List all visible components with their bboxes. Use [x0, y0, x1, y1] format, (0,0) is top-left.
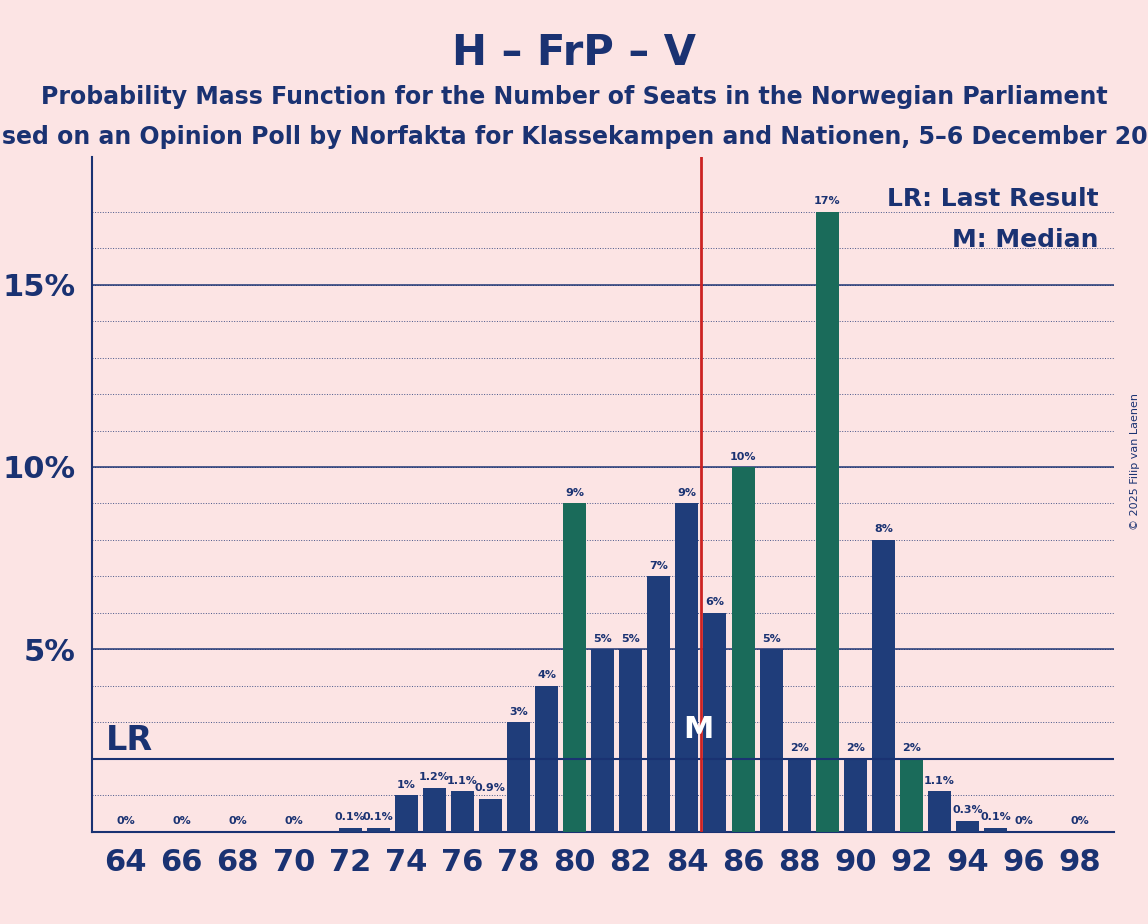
Text: H – FrP – V: H – FrP – V: [452, 32, 696, 74]
Text: 0.9%: 0.9%: [475, 784, 506, 794]
Text: 0%: 0%: [228, 816, 247, 826]
Bar: [339, 828, 362, 832]
Bar: [564, 504, 587, 832]
Bar: [422, 788, 445, 832]
Text: LR: Last Result: LR: Last Result: [886, 188, 1099, 212]
Bar: [731, 467, 754, 832]
Text: M: M: [683, 715, 713, 744]
Text: 1.1%: 1.1%: [924, 776, 955, 786]
Bar: [900, 759, 923, 832]
Bar: [675, 504, 698, 832]
Text: 0.1%: 0.1%: [980, 812, 1011, 822]
Bar: [984, 828, 1007, 832]
Text: 9%: 9%: [565, 488, 584, 498]
Bar: [591, 650, 614, 832]
Bar: [619, 650, 642, 832]
Bar: [647, 577, 670, 832]
Text: 0.3%: 0.3%: [953, 805, 983, 815]
Text: 5%: 5%: [621, 634, 641, 644]
Bar: [451, 792, 474, 832]
Text: 1%: 1%: [397, 780, 416, 790]
Text: 17%: 17%: [814, 196, 840, 206]
Text: Based on an Opinion Poll by Norfakta for Klassekampen and Nationen, 5–6 December: Based on an Opinion Poll by Norfakta for…: [0, 125, 1148, 149]
Bar: [928, 792, 951, 832]
Text: M: Median: M: Median: [952, 228, 1099, 252]
Text: 2%: 2%: [790, 743, 808, 753]
Bar: [535, 686, 558, 832]
Text: 3%: 3%: [509, 707, 528, 717]
Bar: [871, 540, 895, 832]
Text: 0%: 0%: [1015, 816, 1033, 826]
Text: Probability Mass Function for the Number of Seats in the Norwegian Parliament: Probability Mass Function for the Number…: [40, 85, 1108, 109]
Text: 9%: 9%: [677, 488, 697, 498]
Text: 0.1%: 0.1%: [335, 812, 365, 822]
Text: 8%: 8%: [874, 525, 893, 534]
Text: 1.1%: 1.1%: [447, 776, 478, 786]
Text: 10%: 10%: [730, 452, 757, 461]
Text: 0.1%: 0.1%: [363, 812, 394, 822]
Text: 0%: 0%: [1070, 816, 1089, 826]
Bar: [956, 821, 979, 832]
Text: 5%: 5%: [762, 634, 781, 644]
Bar: [816, 212, 839, 832]
Bar: [760, 650, 783, 832]
Bar: [788, 759, 810, 832]
Bar: [395, 796, 418, 832]
Bar: [366, 828, 389, 832]
Text: 1.2%: 1.2%: [419, 772, 450, 783]
Text: 0%: 0%: [285, 816, 303, 826]
Text: 5%: 5%: [594, 634, 612, 644]
Text: 2%: 2%: [902, 743, 921, 753]
Text: 0%: 0%: [172, 816, 191, 826]
Bar: [507, 723, 530, 832]
Text: LR: LR: [106, 723, 153, 757]
Text: 2%: 2%: [846, 743, 864, 753]
Text: 4%: 4%: [537, 670, 556, 680]
Text: 6%: 6%: [706, 598, 724, 607]
Text: 7%: 7%: [650, 561, 668, 571]
Bar: [479, 798, 502, 832]
Bar: [844, 759, 867, 832]
Bar: [704, 613, 727, 832]
Text: © 2025 Filip van Laenen: © 2025 Filip van Laenen: [1130, 394, 1140, 530]
Text: 0%: 0%: [116, 816, 135, 826]
